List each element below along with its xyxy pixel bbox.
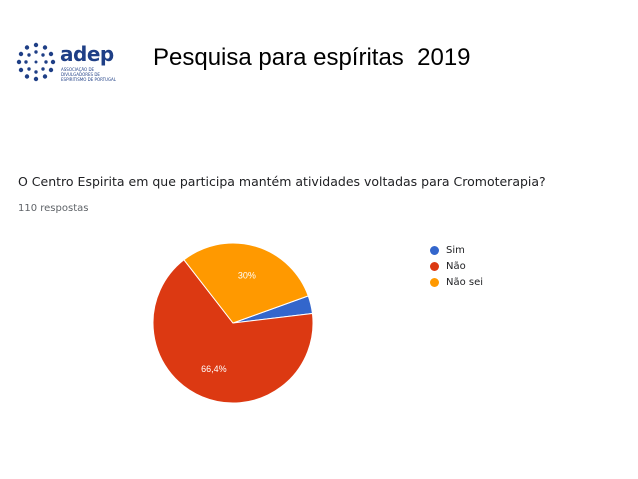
legend-item-nao-sei: Não sei: [430, 274, 483, 290]
legend-label-nao-sei: Não sei: [446, 276, 484, 288]
legend-label-nao: Não: [446, 260, 466, 272]
adep-logo-dots-icon: [16, 42, 56, 82]
pie-slice-nao: [152, 259, 314, 404]
chart-title: O Centro Espirita em que participa manté…: [18, 174, 546, 189]
legend-swatch-nao: [430, 261, 439, 271]
pie-slice-nao-sei: [183, 242, 309, 324]
legend-swatch-nao-sei: [430, 277, 439, 287]
chart-subtitle: 110 respostas: [18, 203, 89, 214]
pie-label-nao: 66,4%: [201, 364, 227, 374]
chart-legend: Sim Não Não sei: [430, 242, 483, 290]
page-title: Pesquisa para espíritas 2019: [153, 44, 471, 71]
legend-item-nao: Não: [430, 258, 483, 274]
legend-item-sim: Sim: [430, 242, 483, 258]
adep-logo-tagline: Associação de Divulgadores de Espiritism…: [61, 67, 117, 82]
adep-logo-text: adep: [60, 42, 114, 66]
adep-logo: adep Associação de Divulgadores de Espir…: [16, 42, 120, 84]
legend-label-sim: Sim: [446, 244, 465, 256]
pie-label-nao-sei: 30%: [238, 270, 256, 280]
legend-swatch-sim: [430, 245, 439, 255]
